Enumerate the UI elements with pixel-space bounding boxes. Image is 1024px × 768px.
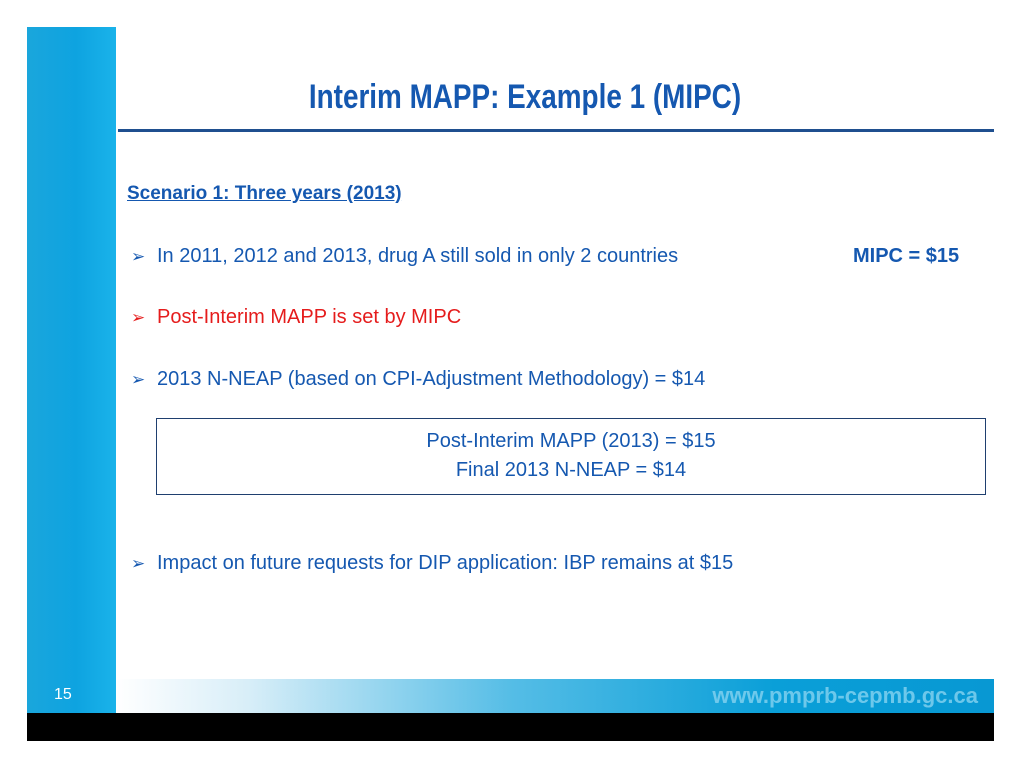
bullet-text: 2013 N-NEAP (based on CPI-Adjustment Met… xyxy=(157,368,706,390)
bullet-text: Impact on future requests for DIP applic… xyxy=(157,552,734,574)
bullet-item: ➢ 2013 N-NEAP (based on CPI-Adjustment Me… xyxy=(131,368,705,391)
page-number: 15 xyxy=(54,686,72,703)
bullet-text: Post-Interim MAPP is set by MIPC xyxy=(157,306,462,328)
result-box: Post-Interim MAPP (2013) = $15 Final 201… xyxy=(156,418,986,495)
footer-band xyxy=(116,679,994,713)
bullet-item: ➢ Impact on future requests for DIP appli… xyxy=(131,552,733,575)
bottom-bar xyxy=(27,713,994,741)
slide-title: Interim MAPP: Example 1 (MIPC) xyxy=(308,78,742,116)
arrow-bullet-icon: ➢ xyxy=(131,554,146,573)
arrow-bullet-icon: ➢ xyxy=(131,370,146,389)
arrow-bullet-icon: ➢ xyxy=(131,308,146,327)
result-line-mapp: Post-Interim MAPP (2013) = $15 xyxy=(426,430,716,452)
bullet-item: ➢ Post-Interim MAPP is set by MIPC xyxy=(131,306,461,329)
mipc-value: MIPC = $15 xyxy=(853,245,960,267)
footer-url: www.pmprb-cepmb.gc.ca xyxy=(712,683,978,708)
bullet-item: ➢ In 2011, 2012 and 2013, drug A still so… xyxy=(131,245,678,268)
result-line-neap: Final 2013 N-NEAP = $14 xyxy=(455,459,687,481)
scenario-heading: Scenario 1: Three years (2013) xyxy=(127,183,402,204)
bullet-text: In 2011, 2012 and 2013, drug A still sol… xyxy=(157,245,679,267)
sidebar-band xyxy=(27,27,116,713)
arrow-bullet-icon: ➢ xyxy=(131,247,146,266)
title-divider xyxy=(118,129,994,132)
